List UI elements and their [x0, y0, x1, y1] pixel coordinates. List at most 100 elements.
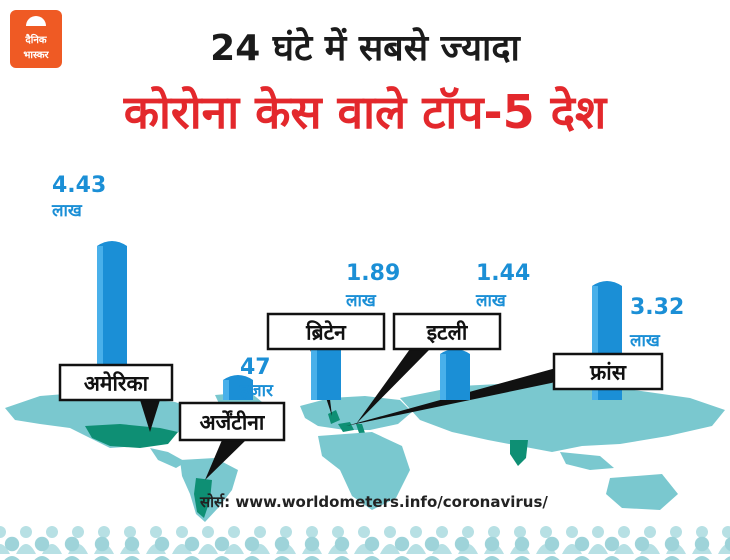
- crowd-head: [214, 536, 230, 552]
- crowd-head: [544, 536, 560, 552]
- crowd-head: [154, 536, 170, 552]
- crowd-body: [588, 544, 608, 554]
- crowd-head: [202, 526, 214, 538]
- value-label-4: 1.44: [476, 261, 530, 286]
- crowd-body: [694, 556, 710, 560]
- crowd-head: [274, 536, 290, 552]
- france-highlight: [338, 422, 354, 432]
- country-labels: अमेरिका अर्जेंटीना ब्रिटेन इटली फ्रांस: [58, 312, 664, 442]
- crowd-body: [574, 556, 590, 560]
- crowd-body: [724, 556, 730, 560]
- crowd-head: [592, 526, 604, 538]
- crowd-body: [604, 556, 620, 560]
- crowd-head: [462, 526, 474, 538]
- crowd-body: [64, 556, 80, 560]
- country-label-box-4: [392, 312, 502, 351]
- logo-line-1: दैनिक: [25, 35, 47, 46]
- australia-shape: [606, 474, 678, 510]
- crowd-head: [94, 536, 110, 552]
- crowd-head: [394, 536, 410, 552]
- crowd-head: [514, 526, 526, 538]
- crowd-head: [484, 536, 500, 552]
- crowd-body: [198, 544, 218, 554]
- unit-label-5: लाख: [629, 331, 661, 351]
- title-line-2: कोरोना केस वाले टॉप-5 देश: [123, 85, 607, 139]
- logo-line-2: भास्कर: [23, 50, 49, 61]
- crowd-body: [154, 556, 170, 560]
- crowd-head: [98, 526, 110, 538]
- crowd-head: [184, 536, 200, 552]
- crowd-head: [176, 526, 188, 538]
- bar-shine-1: [97, 246, 103, 400]
- country-label-4: इटली: [426, 320, 469, 345]
- argentina-highlight: [194, 478, 212, 518]
- india-highlight: [510, 440, 528, 466]
- crowd-head: [514, 536, 530, 552]
- crowd-head: [722, 526, 730, 538]
- crowd-head: [618, 526, 630, 538]
- crowd-head: [384, 526, 396, 538]
- crowd-body: [454, 556, 470, 560]
- crowd-head: [410, 526, 422, 538]
- unit-label-2: हजार: [239, 381, 274, 401]
- value-label-3: 1.89: [346, 261, 400, 286]
- europe-shape: [300, 396, 412, 430]
- crowd-head: [644, 526, 656, 538]
- crowd-body: [0, 544, 10, 554]
- bar-shine-5: [592, 286, 598, 400]
- crowd-head: [306, 526, 318, 538]
- crowd-body: [394, 556, 410, 560]
- crowd-body: [634, 556, 650, 560]
- crowd-body: [484, 556, 500, 560]
- crowd-silhouettes: [0, 526, 730, 560]
- value-label-2: 47: [240, 355, 271, 380]
- crowd-head: [254, 526, 266, 538]
- crowd-head: [124, 536, 140, 552]
- crowd-body: [406, 544, 426, 554]
- crowd-head: [424, 536, 440, 552]
- crowd-body: [364, 556, 380, 560]
- crowd-body: [544, 556, 560, 560]
- crowd-body: [16, 544, 36, 554]
- crowd-body: [380, 544, 400, 554]
- source-text: सोर्स: www.worldometers.info/coronavirus…: [200, 493, 548, 511]
- crowd-head: [150, 526, 162, 538]
- crowd-head: [280, 526, 292, 538]
- country-label-5: फ्रांस: [589, 361, 627, 385]
- country-label-3: ब्रिटेन: [305, 320, 347, 345]
- crowd-head: [228, 526, 240, 538]
- dainik-bhaskar-logo: दैनिक भास्कर: [10, 10, 62, 68]
- crowd-body: [244, 556, 260, 560]
- crowd-body: [214, 556, 230, 560]
- se-asia-shape: [560, 452, 614, 470]
- value-label-5: 3.32: [630, 295, 684, 320]
- crowd-head: [664, 536, 680, 552]
- crowd-head: [488, 526, 500, 538]
- crowd-head: [64, 536, 80, 552]
- crowd-body: [614, 544, 634, 554]
- country-label-box-2: [178, 401, 286, 442]
- usa-highlight: [85, 424, 178, 448]
- crowd-head: [4, 536, 20, 552]
- crowd-head: [244, 536, 260, 552]
- asia-shape: [400, 382, 725, 452]
- bar-shine-2: [223, 380, 229, 400]
- unit-label-3: लाख: [345, 291, 377, 311]
- crowd-head: [34, 536, 50, 552]
- crowd-head: [724, 537, 730, 551]
- country-label-2: अर्जेंटीना: [200, 410, 266, 435]
- country-label-box-5: [552, 352, 664, 391]
- bar-2: [223, 375, 253, 400]
- title-line-1: 24 घंटे में सबसे ज्यादा: [210, 28, 520, 69]
- crowd-body: [334, 556, 350, 560]
- crowd-head: [574, 536, 590, 552]
- unit-label-4: लाख: [475, 291, 507, 311]
- bar-1: [97, 241, 127, 400]
- crowd-body: [664, 556, 680, 560]
- bar-shine-4: [440, 354, 446, 400]
- bar-shine-3: [311, 338, 317, 400]
- country-label-1: अमेरिका: [84, 371, 150, 396]
- crowd-body: [274, 556, 290, 560]
